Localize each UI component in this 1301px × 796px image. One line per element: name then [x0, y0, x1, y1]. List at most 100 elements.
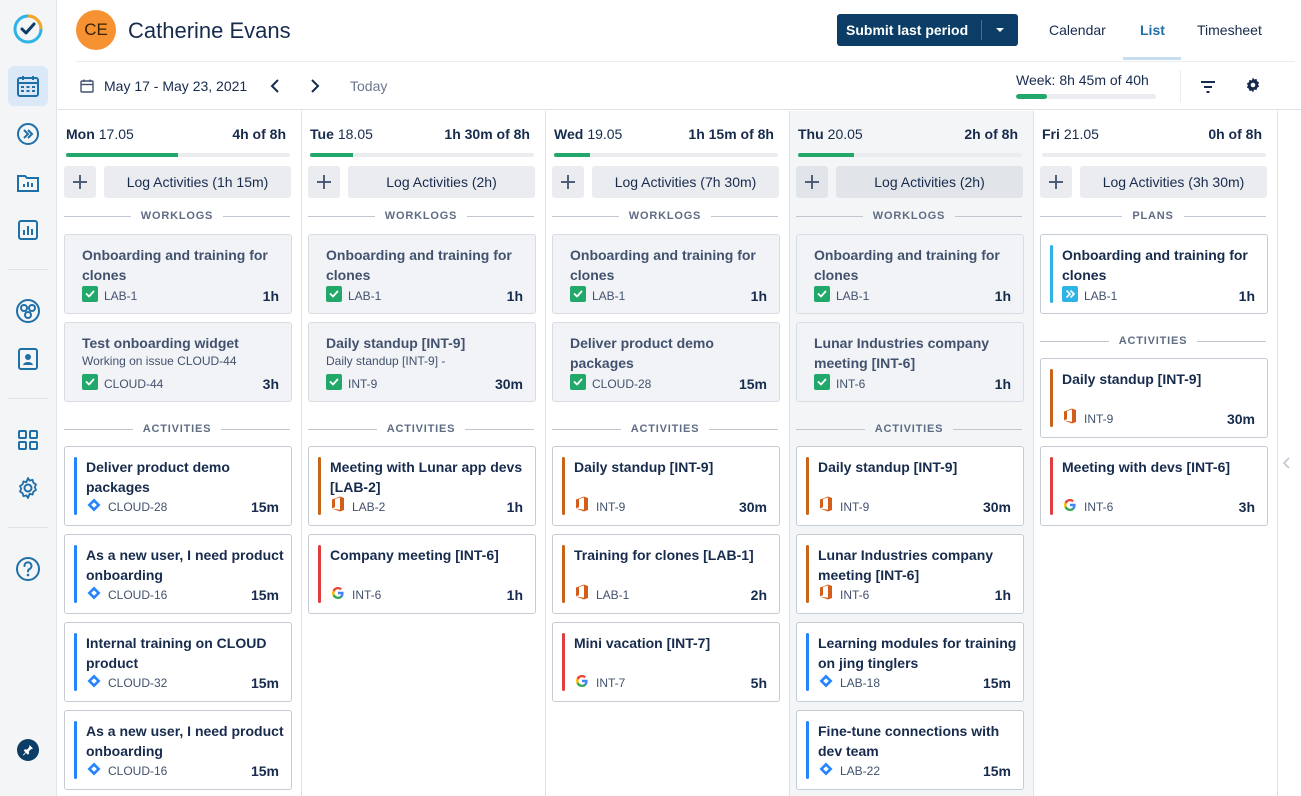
issue-key[interactable]: INT-7: [596, 676, 626, 690]
activity-card[interactable]: Mini vacation [INT-7] INT-7 5h: [552, 622, 780, 702]
plan-card[interactable]: Onboarding and training for clones LAB-1 1…: [1040, 234, 1268, 314]
worklog-card[interactable]: Daily standup [INT-9] Daily standup [INT-…: [308, 322, 536, 402]
pin-icon[interactable]: [8, 730, 48, 770]
worklog-card[interactable]: Test onboarding widget Working on issue C…: [64, 322, 292, 402]
issue-key[interactable]: LAB-2: [352, 499, 386, 514]
activity-card[interactable]: Meeting with Lunar app devs [LAB-2] LAB-2…: [308, 446, 536, 526]
tab-list[interactable]: List: [1140, 22, 1165, 38]
log-activities-button[interactable]: Log Activities (2h): [836, 166, 1023, 198]
tab-timesheet[interactable]: Timesheet: [1197, 22, 1262, 38]
today-button[interactable]: Today: [350, 78, 388, 94]
forward-circle-icon[interactable]: [8, 114, 48, 154]
submit-period-button[interactable]: Submit last period: [837, 14, 1018, 46]
activity-card[interactable]: Daily standup [INT-9] INT-9 30m: [796, 446, 1024, 526]
issue-key[interactable]: INT-6: [1084, 500, 1114, 514]
log-activities-button[interactable]: Log Activities (1h 15m): [104, 166, 291, 198]
filter-icon[interactable]: [1200, 80, 1216, 98]
activity-card[interactable]: Meeting with devs [INT-6] INT-6 3h: [1040, 446, 1268, 526]
settings-gear-icon[interactable]: [8, 468, 48, 508]
issue-key[interactable]: LAB-1: [596, 587, 630, 602]
user-profile-icon[interactable]: [8, 339, 48, 379]
next-week-chevron-icon[interactable]: [309, 78, 321, 99]
worklog-card[interactable]: Onboarding and training for clones LAB-1 1…: [64, 234, 292, 314]
issue-key[interactable]: INT-6: [836, 376, 866, 391]
previous-week-chevron-icon[interactable]: [269, 78, 281, 99]
avatar[interactable]: CE: [76, 10, 116, 50]
activity-card[interactable]: Fine-tune connections with dev team LAB-2…: [796, 710, 1024, 790]
issue-key[interactable]: INT-9: [1084, 411, 1114, 426]
plus-icon: [1049, 175, 1063, 189]
teams-icon[interactable]: [8, 291, 48, 331]
worklog-card[interactable]: Onboarding and training for clones LAB-1 1…: [552, 234, 780, 314]
issue-key[interactable]: CLOUD-28: [108, 500, 168, 514]
card-title: Fine-tune connections with dev team: [818, 723, 1000, 759]
check-icon: [814, 286, 830, 305]
reports-icon[interactable]: [8, 210, 48, 250]
activity-card[interactable]: Daily standup [INT-9] INT-9 30m: [552, 446, 780, 526]
activity-card[interactable]: Training for clones [LAB-1] LAB-1 2h: [552, 534, 780, 614]
day-date: 20.05: [827, 126, 863, 142]
issue-key[interactable]: INT-6: [352, 588, 382, 602]
add-worklog-button[interactable]: [308, 166, 340, 198]
issue-key[interactable]: INT-9: [840, 499, 870, 514]
activity-card[interactable]: Learning modules for training on jing ti…: [796, 622, 1024, 702]
log-activities-button[interactable]: Log Activities (2h): [348, 166, 535, 198]
day-date: 18.05: [337, 126, 373, 142]
add-worklog-button[interactable]: [64, 166, 96, 198]
activity-card[interactable]: As a new user, I need product onboarding…: [64, 534, 292, 614]
issue-key[interactable]: CLOUD-16: [108, 588, 168, 602]
issue-key[interactable]: INT-9: [348, 376, 378, 391]
day-header: Tue 18.05 1h 30m of 8h: [310, 126, 530, 142]
activity-card[interactable]: Daily standup [INT-9] INT-9 30m: [1040, 358, 1268, 438]
issue-key[interactable]: CLOUD-16: [108, 764, 168, 778]
submit-dropdown-chevron-icon[interactable]: [982, 27, 1018, 33]
issue-key[interactable]: LAB-18: [840, 676, 881, 690]
issue-key[interactable]: CLOUD-28: [592, 376, 652, 391]
issue-key[interactable]: LAB-1: [348, 288, 382, 303]
issue-key[interactable]: LAB-1: [1084, 288, 1118, 303]
issue-key[interactable]: LAB-1: [592, 288, 626, 303]
worklog-card[interactable]: Lunar Industries company meeting [INT-6]…: [796, 322, 1024, 402]
section-label: WORKLOGS: [308, 210, 534, 222]
issue-key[interactable]: LAB-1: [836, 288, 870, 303]
app-logo-icon[interactable]: [8, 9, 48, 49]
worklog-card[interactable]: Deliver product demo packages CLOUD-28 15m: [552, 322, 780, 402]
activity-card[interactable]: As a new user, I need product onboarding…: [64, 710, 292, 790]
issue-key[interactable]: INT-9: [596, 499, 626, 514]
activity-card[interactable]: Company meeting [INT-6] INT-6 1h: [308, 534, 536, 614]
issue-key[interactable]: INT-6: [840, 587, 870, 602]
issue-key[interactable]: CLOUD-32: [108, 676, 168, 690]
office-icon: [330, 496, 346, 517]
worklog-card[interactable]: Onboarding and training for clones LAB-1 1…: [796, 234, 1024, 314]
tab-calendar[interactable]: Calendar: [1049, 22, 1106, 38]
check-icon: [814, 374, 830, 393]
card-duration: 1h: [506, 587, 523, 603]
add-worklog-button[interactable]: [552, 166, 584, 198]
date-range[interactable]: May 17 - May 23, 2021: [104, 78, 248, 94]
view-settings-gear-icon[interactable]: [1245, 77, 1261, 98]
issue-key[interactable]: LAB-22: [840, 764, 881, 778]
day-header: Mon 17.05 4h of 8h: [66, 126, 286, 142]
card-title: Mini vacation [INT-7]: [574, 635, 711, 651]
add-worklog-button[interactable]: [1040, 166, 1072, 198]
expand-panel-chevron-icon[interactable]: [1282, 456, 1292, 475]
activity-card[interactable]: Internal training on CLOUD product CLOUD-…: [64, 622, 292, 702]
worklog-card[interactable]: Onboarding and training for clones LAB-1 1…: [308, 234, 536, 314]
page-header: CE Catherine Evans Submit last period Ca…: [58, 0, 1301, 110]
card-duration: 30m: [1226, 410, 1255, 427]
activity-card[interactable]: Lunar Industries company meeting [INT-6]…: [796, 534, 1024, 614]
add-worklog-button[interactable]: [796, 166, 828, 198]
activity-card[interactable]: Deliver product demo packages CLOUD-28 15m: [64, 446, 292, 526]
day-progress-bar: [66, 153, 290, 157]
log-activities-button[interactable]: Log Activities (3h 30m): [1080, 166, 1267, 198]
log-activities-button[interactable]: Log Activities (7h 30m): [592, 166, 779, 198]
day-name: Mon: [66, 126, 95, 142]
date-picker-icon[interactable]: [80, 79, 94, 98]
apps-grid-icon[interactable]: [8, 420, 48, 460]
help-icon[interactable]: [8, 549, 48, 589]
issue-key[interactable]: LAB-1: [104, 288, 138, 303]
folder-chart-icon[interactable]: [8, 162, 48, 202]
day-progress-bar: [798, 153, 1022, 157]
issue-key[interactable]: CLOUD-44: [104, 376, 164, 391]
calendar-nav-icon[interactable]: [8, 66, 48, 106]
